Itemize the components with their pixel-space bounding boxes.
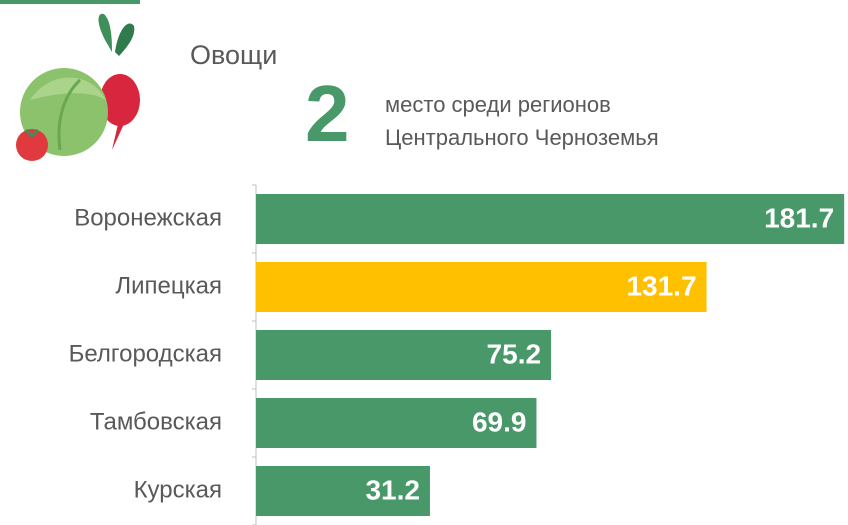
header-tab xyxy=(0,0,140,4)
value-label: 181.7 xyxy=(764,202,834,233)
subtitle-line: место среди регионов xyxy=(385,92,611,117)
value-label: 75.2 xyxy=(487,338,542,369)
rank: 2 xyxy=(305,69,350,158)
y-tick-label: Белгородская xyxy=(69,340,222,367)
y-tick-label: Тамбовская xyxy=(90,408,222,435)
chart-title: Овощи xyxy=(190,40,277,70)
value-label: 69.9 xyxy=(472,406,527,437)
bar xyxy=(256,262,707,312)
y-tick-label: Липецкая xyxy=(115,272,222,299)
bar xyxy=(256,330,552,380)
value-label: 31.2 xyxy=(365,474,420,505)
bar xyxy=(256,466,430,516)
value-label: 131.7 xyxy=(626,270,696,301)
y-tick-label: Воронежская xyxy=(74,204,222,231)
y-tick-label: Курская xyxy=(134,476,222,503)
bar xyxy=(256,398,537,448)
subtitle-line: Центрального Черноземья xyxy=(385,125,659,150)
bar xyxy=(256,194,845,244)
vegetables-icon xyxy=(16,13,140,161)
